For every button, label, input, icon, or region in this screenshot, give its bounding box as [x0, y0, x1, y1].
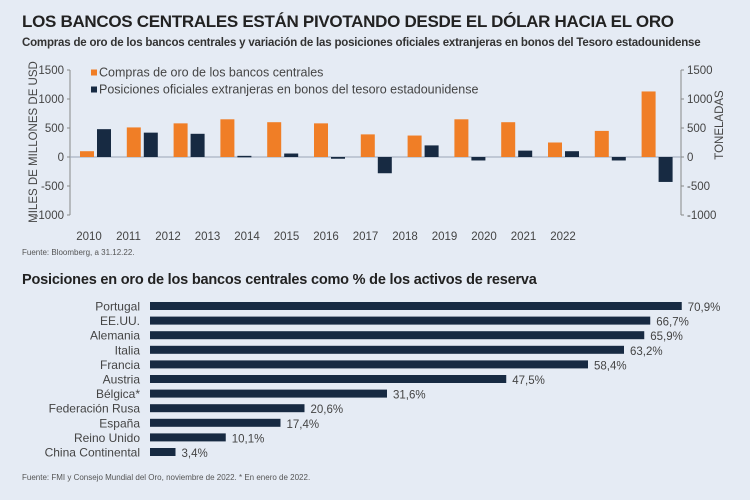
right-axis-label: TONELADAS	[714, 90, 726, 160]
bottom-chart-title: Posiciones en oro de los bancos centrale…	[22, 272, 537, 288]
treasury-holdings-bar	[424, 145, 439, 157]
value-label: 47,5%	[512, 375, 545, 387]
gold-purchase-bar	[407, 135, 422, 157]
value-label: 3,4%	[182, 448, 208, 460]
gold-purchase-bar	[314, 123, 328, 157]
value-label: 66,7%	[656, 317, 689, 329]
country-label: Austria	[103, 373, 141, 387]
gold-purchase-bar	[80, 151, 94, 157]
treasury-holdings-bar	[237, 155, 252, 158]
page-subtitle: Compras de oro de los bancos centrales y…	[22, 37, 701, 49]
right-tick-label: 500	[687, 123, 706, 135]
right-tick-label: 1000	[687, 94, 713, 106]
value-label: 65,9%	[650, 331, 683, 343]
country-label: China Continental	[45, 446, 140, 460]
x-tick-label: 2020	[471, 231, 497, 243]
country-label: Reino Unido	[74, 431, 140, 445]
value-label: 10,1%	[232, 433, 265, 445]
reserve-share-bar	[150, 316, 651, 325]
value-label: 58,4%	[594, 360, 627, 372]
reserve-share-bar	[150, 389, 387, 398]
reserve-share-bar	[150, 404, 305, 413]
right-tick-label: 1500	[687, 65, 713, 77]
legend-label: Posiciones oficiales extranjeras en bono…	[99, 83, 478, 97]
treasury-holdings-bar	[331, 157, 345, 159]
gold-purchase-bar	[501, 122, 516, 157]
gold-purchase-bar	[126, 127, 141, 157]
x-tick-label: 2010	[76, 231, 102, 243]
left-axis-label: MILES DE MILLONES DE USD	[28, 61, 40, 223]
treasury-holdings-bar	[143, 132, 158, 157]
treasury-holdings-bar	[518, 150, 533, 157]
value-label: 63,2%	[630, 346, 663, 358]
value-label: 31,6%	[393, 390, 426, 402]
gold-purchase-bar	[360, 134, 375, 157]
x-tick-label: 2019	[432, 231, 458, 243]
country-label: Italia	[115, 343, 141, 357]
gold-purchase-bar	[173, 123, 188, 157]
x-tick-label: 2022	[550, 231, 576, 243]
country-label: Alemania	[90, 329, 140, 343]
right-tick-label: -500	[687, 181, 710, 193]
x-tick-label: 2012	[155, 231, 181, 243]
treasury-holdings-bar	[190, 133, 205, 157]
reserve-share-bar	[150, 433, 226, 442]
gold-purchase-bar	[641, 91, 656, 157]
x-tick-label: 2014	[234, 231, 260, 243]
reserve-share-bar	[150, 331, 645, 340]
left-tick-label: 1500	[38, 65, 64, 77]
reserve-share-bar	[150, 360, 588, 369]
value-label: 20,6%	[311, 404, 344, 416]
left-tick-label: 1000	[38, 94, 64, 106]
x-tick-label: 2016	[313, 231, 339, 243]
x-tick-label: 2011	[116, 231, 141, 243]
country-label: EE.UU.	[100, 314, 140, 328]
gold-purchase-bar	[267, 122, 282, 157]
treasury-holdings-bar	[658, 157, 673, 182]
gold-purchase-bar	[594, 130, 609, 157]
treasury-holdings-bar	[284, 153, 299, 157]
gold-purchase-bar	[548, 142, 562, 157]
gold-purchase-bar	[220, 119, 235, 157]
reserve-share-bar	[150, 345, 624, 354]
treasury-holdings-bar	[611, 157, 626, 161]
bottom-chart-source: Fuente: FMI y Consejo Mundial del Oro, n…	[22, 473, 311, 482]
x-tick-label: 2015	[274, 231, 300, 243]
country-label: España	[99, 416, 140, 430]
left-tick-label: 0	[58, 152, 64, 164]
x-tick-label: 2013	[195, 231, 221, 243]
legend-swatch	[91, 69, 97, 76]
reserve-share-bar	[150, 418, 281, 427]
x-tick-label: 2021	[511, 231, 537, 243]
top-chart-source: Fuente: Bloomberg, a 31.12.22.	[22, 248, 135, 257]
treasury-holdings-bar	[377, 157, 392, 174]
value-label: 17,4%	[287, 419, 320, 431]
treasury-holdings-bar	[97, 129, 111, 157]
left-tick-label: -500	[41, 181, 64, 193]
gold-purchase-bar	[454, 119, 469, 157]
treasury-holdings-bar	[471, 157, 486, 161]
reserve-share-bar	[150, 302, 682, 310]
left-tick-label: -1000	[35, 210, 64, 222]
country-label: Bélgica*	[96, 387, 140, 401]
country-label: Francia	[100, 358, 140, 372]
x-tick-label: 2017	[353, 231, 379, 243]
right-tick-label: 0	[687, 152, 693, 164]
treasury-holdings-bar	[565, 151, 579, 157]
left-tick-label: 500	[45, 123, 64, 135]
x-tick-label: 2018	[392, 231, 418, 243]
value-label: 70,9%	[688, 302, 721, 314]
reserve-share-bar	[150, 375, 507, 383]
right-tick-label: -1000	[687, 210, 716, 222]
page-title: LOS BANCOS CENTRALES ESTÁN PIVOTANDO DES…	[22, 12, 674, 31]
country-label: Federación Rusa	[49, 402, 141, 416]
country-label: Portugal	[95, 300, 140, 314]
reserve-share-bar	[150, 448, 176, 456]
legend-swatch	[91, 86, 97, 93]
legend-label: Compras de oro de los bancos centrales	[99, 66, 323, 80]
